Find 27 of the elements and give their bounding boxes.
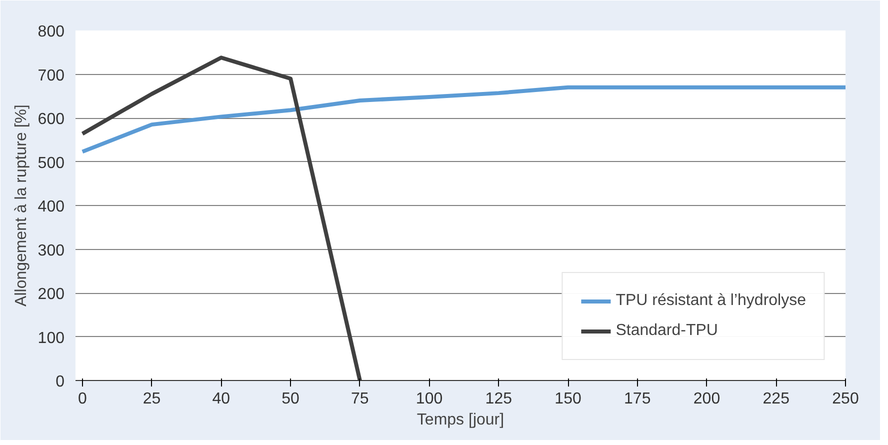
y-tick-label: 100 [38,330,65,347]
y-tick-label: 0 [56,374,65,390]
legend-label: TPU résistant à l’hydrolyse [616,292,806,310]
y-axis-title: Allongement à la rupture [%] [12,104,30,306]
line-series [80,56,362,380]
x-tick-label: 200 [693,390,720,408]
x-axis-title: Temps [jour] [416,412,504,428]
y-tick-label: 400 [38,198,65,216]
x-tick-label: 250 [832,390,859,408]
line-series [80,85,846,154]
y-tick-label: 300 [38,242,65,260]
x-tick-label: 25 [142,390,161,408]
x-tick-label: 125 [485,390,512,408]
x-tick-label: 40 [212,390,230,408]
y-tick-label: 500 [38,154,65,172]
y-tick-label: 200 [38,286,65,303]
x-tick-label: 50 [282,390,300,408]
x-tick-label: 150 [554,390,582,408]
y-tick-label: 800 [38,24,65,40]
y-tick-label: 600 [38,111,65,128]
x-tick-label: 100 [416,390,443,408]
y-tick-label: 700 [38,67,65,84]
x-tick-label: 175 [624,390,651,408]
x-tick-label: 225 [762,390,790,408]
x-tick-label: 0 [78,390,87,408]
x-tick-label: 75 [351,390,369,408]
legend-label: Standard-TPU [616,322,718,340]
